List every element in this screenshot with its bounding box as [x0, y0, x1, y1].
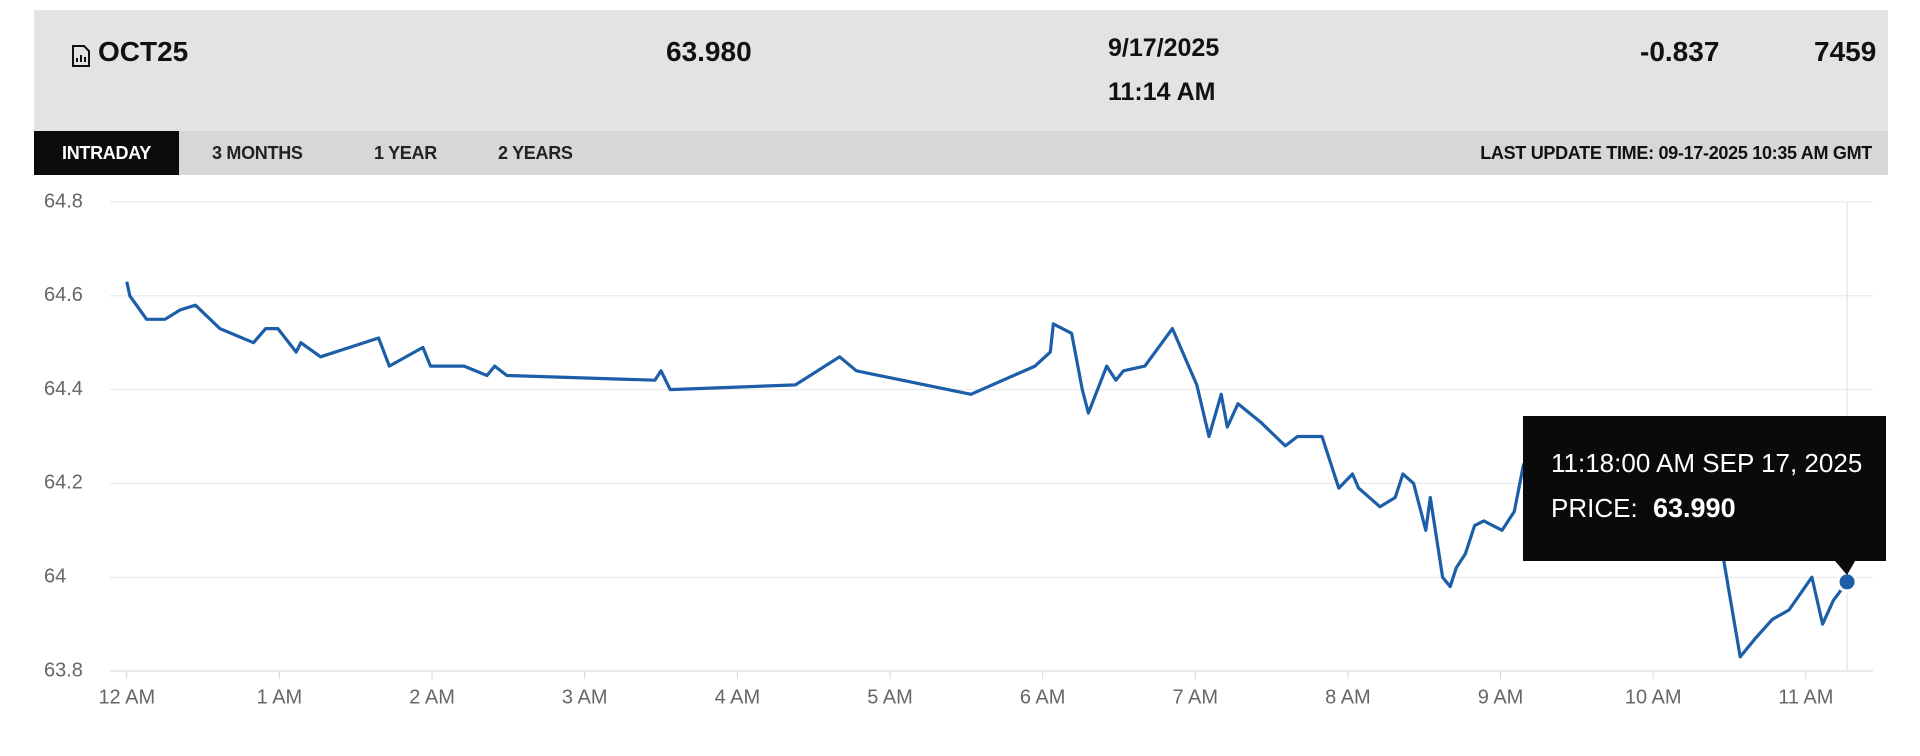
y-tick-label: 64.6 — [44, 284, 83, 306]
x-tick-label: 7 AM — [1172, 686, 1218, 708]
volume: 7459 — [1814, 36, 1877, 67]
x-tick-label: 12 AM — [98, 686, 155, 708]
change: -0.837 — [1640, 36, 1720, 67]
y-tick-label: 64.8 — [44, 190, 83, 212]
tab[interactable]: 3 MONTHS — [212, 143, 303, 163]
tooltip-price-label: PRICE: — [1551, 493, 1638, 523]
x-tick-label: 11 AM — [1778, 686, 1833, 708]
x-tick-label: 3 AM — [562, 686, 608, 708]
quote-date: 9/17/2025 — [1108, 34, 1220, 62]
tooltip-price: 63.990 — [1653, 493, 1736, 523]
price-line — [125, 281, 1849, 659]
quote-header: OCT25 63.980 9/17/2025 11:14 AM -0.837 7… — [34, 10, 1888, 131]
tab[interactable]: 2 YEARS — [498, 143, 573, 163]
x-tick-label: 6 AM — [1020, 686, 1066, 708]
x-tick-label: 8 AM — [1325, 686, 1371, 708]
x-tick-label: 4 AM — [715, 686, 761, 708]
last-update: LAST UPDATE TIME: 09-17-2025 10:35 AM GM… — [1480, 143, 1872, 163]
tab[interactable]: INTRADAY — [34, 131, 179, 175]
last-price: 63.980 — [666, 36, 752, 67]
y-tick-label: 64 — [44, 565, 66, 587]
x-tick-label: 1 AM — [257, 686, 303, 708]
tooltip-pointer — [1835, 561, 1856, 575]
y-tick-label: 63.8 — [44, 659, 83, 681]
tab-bar: INTRADAY 3 MONTHS 1 YEAR 2 YEARS LAST UP… — [34, 131, 1888, 175]
y-tick-label: 64.2 — [44, 472, 83, 494]
x-tick-label: 2 AM — [409, 686, 455, 708]
symbol: OCT25 — [98, 36, 189, 67]
x-tick-label: 5 AM — [867, 686, 913, 708]
tab[interactable]: 1 YEAR — [374, 143, 437, 163]
x-tick-label: 10 AM — [1625, 686, 1682, 708]
y-tick-label: 64.4 — [44, 378, 83, 400]
x-tick-label: 9 AM — [1478, 686, 1524, 708]
quote-time: 11:14 AM — [1108, 78, 1216, 106]
tooltip: 11:18:00 AM SEP 17, 2025 PRICE: 63.990 — [1523, 416, 1886, 575]
tooltip-time: 11:18:00 AM SEP 17, 2025 — [1551, 448, 1862, 478]
hover-point — [1836, 571, 1858, 593]
chart-icon — [72, 45, 90, 67]
tooltip-box — [1523, 416, 1886, 561]
